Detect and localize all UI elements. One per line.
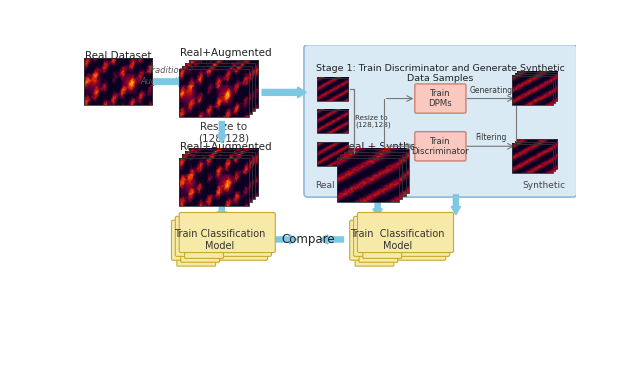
Polygon shape [154, 77, 187, 87]
FancyBboxPatch shape [415, 84, 466, 113]
Bar [337, 158, 399, 202]
FancyBboxPatch shape [172, 220, 268, 260]
Polygon shape [320, 235, 344, 244]
Text: Resize to
(128,128): Resize to (128,128) [355, 115, 391, 128]
FancyBboxPatch shape [353, 217, 450, 256]
Text: Stage 1: Train Discriminator and Generate Synthetic
Data Samples: Stage 1: Train Discriminator and Generat… [316, 64, 565, 83]
Bar [179, 69, 249, 117]
Bar [317, 110, 348, 133]
Bar [189, 148, 259, 196]
FancyBboxPatch shape [415, 132, 466, 161]
Polygon shape [262, 87, 307, 98]
FancyBboxPatch shape [349, 220, 446, 260]
Bar [513, 76, 553, 106]
FancyBboxPatch shape [179, 212, 275, 253]
Bar [517, 140, 557, 169]
Polygon shape [373, 197, 382, 217]
FancyBboxPatch shape [184, 250, 223, 259]
Bar [344, 152, 406, 196]
Bar [179, 158, 249, 206]
Bar [513, 144, 553, 173]
Text: Real+Augmented
Dataset: Real+Augmented Dataset [180, 142, 271, 163]
Bar [340, 155, 403, 199]
FancyBboxPatch shape [175, 217, 271, 256]
Bar [317, 78, 348, 101]
FancyBboxPatch shape [180, 254, 220, 262]
Text: Real+Augmented
Dataset: Real+Augmented Dataset [180, 48, 271, 70]
Bar [182, 66, 252, 114]
Text: Synthetic: Synthetic [522, 181, 565, 190]
Text: Train Classification
Model: Train Classification Model [174, 230, 265, 251]
Polygon shape [217, 122, 227, 143]
FancyBboxPatch shape [177, 258, 216, 266]
Bar [515, 74, 555, 103]
Bar [189, 60, 259, 108]
Text: Train
Discriminator: Train Discriminator [412, 137, 469, 156]
Bar [515, 142, 555, 171]
Text: Train
DPMs: Train DPMs [429, 89, 452, 108]
Bar [84, 58, 152, 105]
Bar [517, 71, 557, 101]
FancyBboxPatch shape [355, 258, 394, 266]
Text: Filtering: Filtering [475, 134, 506, 142]
FancyBboxPatch shape [358, 212, 454, 253]
FancyBboxPatch shape [304, 45, 577, 197]
Polygon shape [274, 235, 297, 244]
Polygon shape [217, 200, 227, 220]
Bar [347, 148, 408, 193]
Text: Generating: Generating [469, 86, 512, 95]
Text: Train  Classification
Model: Train Classification Model [351, 230, 445, 251]
Bar [182, 155, 252, 202]
Bar [317, 142, 348, 166]
FancyBboxPatch shape [363, 250, 402, 259]
Text: Compare: Compare [282, 233, 335, 246]
Text: Real: Real [316, 181, 335, 190]
Bar [186, 152, 255, 199]
Bar [186, 63, 255, 111]
Text: Traditional
Augmentation: Traditional Augmentation [141, 66, 200, 86]
Text: Real + Synthetic
Dataset: Real + Synthetic Dataset [342, 142, 429, 163]
Polygon shape [451, 195, 461, 215]
Text: Real Dataset: Real Dataset [84, 51, 151, 61]
FancyBboxPatch shape [359, 254, 397, 262]
Text: Resize to
(128,128): Resize to (128,128) [198, 122, 249, 143]
